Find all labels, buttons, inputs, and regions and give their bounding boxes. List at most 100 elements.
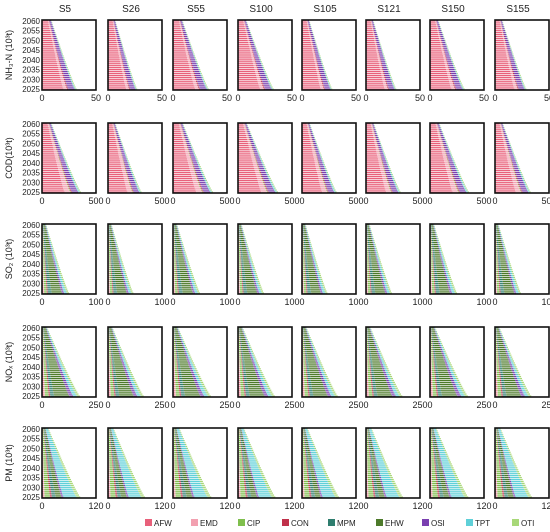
bar-tpt-2031	[519, 76, 521, 78]
bar-osi-2058	[501, 24, 504, 26]
bar-tpt-2035	[58, 272, 61, 275]
bar-ehw-2027	[246, 288, 256, 290]
bar-afw-2043	[495, 156, 507, 158]
bar-afw-2038	[495, 63, 509, 65]
bar-emd-2025	[322, 191, 327, 193]
bar-cip-2026	[390, 189, 391, 191]
bar-emd-2054	[309, 135, 311, 137]
bar-afw-2025	[173, 88, 196, 90]
bar-tpt-2049	[181, 245, 183, 247]
bar-afw-2053	[238, 33, 247, 36]
bar-tpt-2046	[257, 150, 258, 152]
bar-emd-2052	[182, 138, 185, 141]
bar-oti-2028	[269, 82, 271, 84]
bar-con-2030	[63, 78, 65, 80]
bar-afw-2056	[108, 28, 115, 30]
bar-cip-2041	[174, 261, 176, 263]
bar-tpt-2033	[132, 175, 134, 178]
bar-afw-2029	[238, 80, 258, 82]
bar-emd-2060	[370, 123, 372, 125]
bar-emd-2035	[254, 68, 258, 71]
bar-cip-2031	[516, 179, 518, 181]
bar-emd-2031	[60, 76, 64, 78]
bar-oti-2038	[264, 166, 266, 168]
bar-afw-2031	[366, 76, 382, 78]
bar-osi-2041	[509, 57, 514, 59]
bar-tpt-2057	[184, 129, 186, 131]
bar-oti-2025	[211, 191, 213, 193]
bar-con-2049	[186, 144, 188, 146]
bar-con-2028	[177, 286, 179, 288]
bar-osi-2041	[448, 160, 453, 162]
bar-cip-2026	[109, 290, 113, 292]
bar-osi-2051	[185, 37, 188, 40]
bar-afw-2046	[430, 47, 442, 49]
bar-osi-2028	[326, 185, 332, 187]
bar-afw-2043	[302, 53, 314, 55]
bar-afw-2049	[495, 41, 504, 43]
bar-mpm-2029	[112, 284, 117, 286]
bar-tpt-2033	[458, 175, 461, 178]
bar-oti-2043	[383, 53, 384, 55]
bar-tpt-2058	[46, 228, 48, 230]
bar-afw-2037	[302, 65, 316, 67]
bar-oti-2035	[202, 171, 204, 174]
bar-tpt-2028	[75, 185, 77, 187]
bar-osi-2026	[518, 86, 524, 88]
bar-ehw-2029	[246, 284, 255, 286]
bar-afw-2056	[238, 28, 246, 30]
bar-tpt-2042	[64, 158, 65, 160]
row-2-year-tick-2030: 2030	[22, 279, 40, 288]
bar-emd-2026	[321, 189, 327, 191]
bar-afw-2052	[42, 138, 52, 141]
bar-cip-2056	[42, 232, 44, 234]
bar-emd-2031	[123, 76, 126, 78]
bar-osi-2052	[48, 239, 50, 242]
bar-tpt-2032	[254, 278, 258, 281]
bar-oti-2048	[256, 146, 257, 148]
bar-osi-2045	[444, 49, 448, 51]
bar-cip-2051	[173, 241, 175, 244]
bar-cip-2035	[451, 171, 452, 174]
bar-afw-2026	[108, 189, 127, 191]
bar-oti-2051	[116, 241, 117, 244]
bar-con-2033	[386, 175, 388, 178]
bar-osi-2060	[244, 20, 247, 22]
bar-tpt-2038	[196, 63, 198, 65]
bar-osi-2043	[253, 53, 258, 55]
bar-emd-2027	[319, 84, 323, 86]
bar-mpm-2051	[44, 241, 46, 244]
bar-osi-2026	[264, 86, 271, 88]
bar-emd-2036	[189, 67, 193, 69]
bar-tpt-2029	[132, 80, 134, 82]
bar-con-2046	[379, 150, 380, 152]
bar-afw-2058	[430, 127, 437, 129]
bar-oti-2045	[185, 253, 187, 255]
bar-con-2027	[386, 84, 388, 86]
bar-emd-2038	[121, 166, 125, 168]
bar-oti-2030	[194, 282, 197, 284]
bar-afw-2032	[495, 74, 511, 77]
bar-con-2048	[187, 146, 189, 148]
bar-tpt-2046	[59, 47, 61, 49]
bar-emd-2034	[380, 70, 383, 73]
bar-osi-2054	[311, 135, 314, 137]
bar-ehw-2050	[111, 243, 115, 246]
bar-afw-2035	[238, 171, 256, 174]
bar-tpt-2034	[129, 70, 131, 73]
bar-osi-2044	[120, 51, 124, 53]
bar-con-2051	[440, 37, 442, 40]
bar-con-2037	[513, 168, 515, 170]
bar-emd-2042	[443, 158, 448, 160]
bar-oti-2038	[515, 63, 517, 65]
bar-afw-2034	[238, 70, 256, 73]
bar-ehw-2054	[44, 236, 48, 238]
bar-afw-2026	[495, 189, 516, 191]
bar-tpt-2043	[318, 53, 320, 55]
bar-oti-2042	[513, 55, 514, 57]
bar-oti-2031	[193, 280, 196, 282]
bar-emd-2046	[249, 47, 252, 49]
bar-afw-2058	[173, 24, 180, 26]
bar-osi-2039	[125, 164, 129, 166]
bar-cip-2047	[173, 249, 176, 251]
